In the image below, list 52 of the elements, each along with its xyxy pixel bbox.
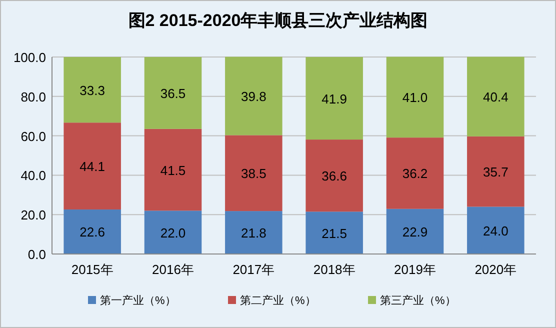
data-label: 41.5 <box>160 162 186 178</box>
chart-title: 图2 2015-2020年丰顺县三次产业结构图 <box>128 11 428 30</box>
y-tick-label: 80.0 <box>20 89 46 104</box>
data-label: 36.2 <box>402 166 428 182</box>
y-tick-label: 0.0 <box>28 247 46 262</box>
bar <box>306 212 363 254</box>
bar <box>467 206 524 254</box>
bar <box>144 57 202 129</box>
legend-label: 第二产业（%） <box>240 294 316 307</box>
data-label: 35.7 <box>483 164 508 180</box>
data-label: 39.8 <box>241 89 266 104</box>
y-tick-label: 60.0 <box>20 128 46 144</box>
data-label: 36.6 <box>322 168 347 184</box>
y-tick-label: 20.0 <box>20 208 46 223</box>
data-label: 36.5 <box>160 86 186 101</box>
x-tick-label: 2016年 <box>152 262 194 277</box>
y-tick-label: 100.0 <box>13 50 46 65</box>
bar <box>64 209 121 254</box>
data-label: 33.3 <box>80 82 105 98</box>
bar <box>64 122 121 210</box>
data-label: 22.0 <box>160 225 186 240</box>
data-label: 41.9 <box>322 91 347 106</box>
x-tick-label: 2018年 <box>313 262 356 277</box>
legend-label: 第三产业（%） <box>380 294 456 307</box>
data-label: 44.1 <box>80 159 105 174</box>
data-label: 22.9 <box>402 224 428 240</box>
bar <box>144 210 202 254</box>
data-label: 21.8 <box>241 226 266 241</box>
bar <box>64 57 121 123</box>
bar <box>386 138 444 209</box>
x-tick-label: 2017年 <box>232 262 275 277</box>
bar <box>386 208 444 254</box>
data-label: 40.4 <box>483 90 508 105</box>
x-tick-label: 2019年 <box>394 262 436 277</box>
data-label: 21.5 <box>322 226 347 241</box>
bar <box>467 56 524 136</box>
legend-label: 第一产业（%） <box>100 294 176 307</box>
data-label: 41.0 <box>402 90 428 106</box>
data-label: 38.5 <box>241 166 266 182</box>
bar <box>386 56 444 138</box>
x-tick-label: 2015年 <box>71 262 114 277</box>
data-label: 24.0 <box>483 223 508 238</box>
bar <box>144 128 202 211</box>
bar <box>225 211 282 254</box>
bar <box>467 136 524 207</box>
bar <box>225 135 282 212</box>
bar <box>306 57 363 140</box>
bar <box>225 56 282 136</box>
bar <box>306 140 363 212</box>
data-label: 22.6 <box>80 224 105 240</box>
y-tick-label: 40.0 <box>20 168 46 184</box>
x-tick-label: 2020年 <box>474 262 517 277</box>
